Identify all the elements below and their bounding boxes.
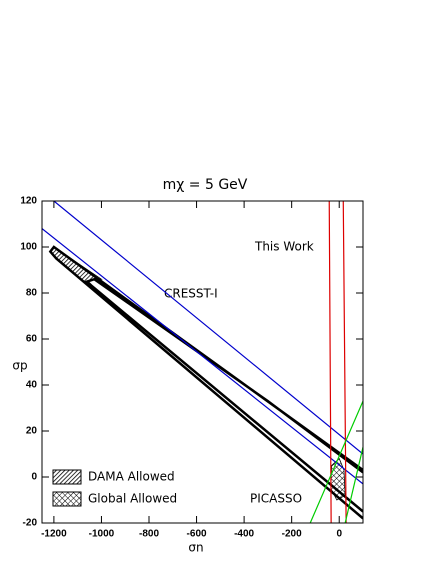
x-tick-label: -400: [234, 529, 254, 540]
y-tick-label: 60: [26, 334, 38, 345]
x-tick-label: -600: [187, 529, 207, 540]
chart-title: mχ = 5 GeV: [163, 177, 248, 193]
legend-label: Global Allowed: [88, 492, 177, 506]
y-tick-label: 0: [31, 472, 37, 483]
data-line: [328, 201, 347, 523]
plot-frame: [41, 200, 364, 524]
x-tick-label: -1200: [41, 529, 67, 540]
y-tick-label: 100: [20, 242, 37, 253]
x-tick-label: -1000: [89, 529, 115, 540]
legend-swatch: [52, 469, 82, 485]
legend-label: DAMA Allowed: [88, 470, 175, 484]
annotation: This Work: [254, 240, 314, 254]
annotation: PICASSO: [250, 492, 302, 506]
y-tick-label: 20: [26, 426, 38, 437]
x-tick-label: -200: [282, 529, 302, 540]
allowed-region: [49, 246, 103, 289]
legend-swatch: [52, 491, 82, 507]
data-line: [48, 245, 363, 520]
y-tick-label: 40: [26, 380, 38, 391]
x-tick-label: 0: [336, 529, 342, 540]
annotation: CRESST-I: [164, 287, 218, 301]
x-axis-label: σn: [188, 541, 203, 555]
y-tick-label: 80: [26, 288, 38, 299]
y-tick-label: 120: [20, 196, 37, 207]
y-axis-label: σp: [12, 359, 27, 373]
x-tick-label: -800: [139, 529, 159, 540]
y-tick-label: -20: [23, 518, 38, 529]
data-line: [42, 201, 363, 485]
data-line: [309, 400, 363, 523]
